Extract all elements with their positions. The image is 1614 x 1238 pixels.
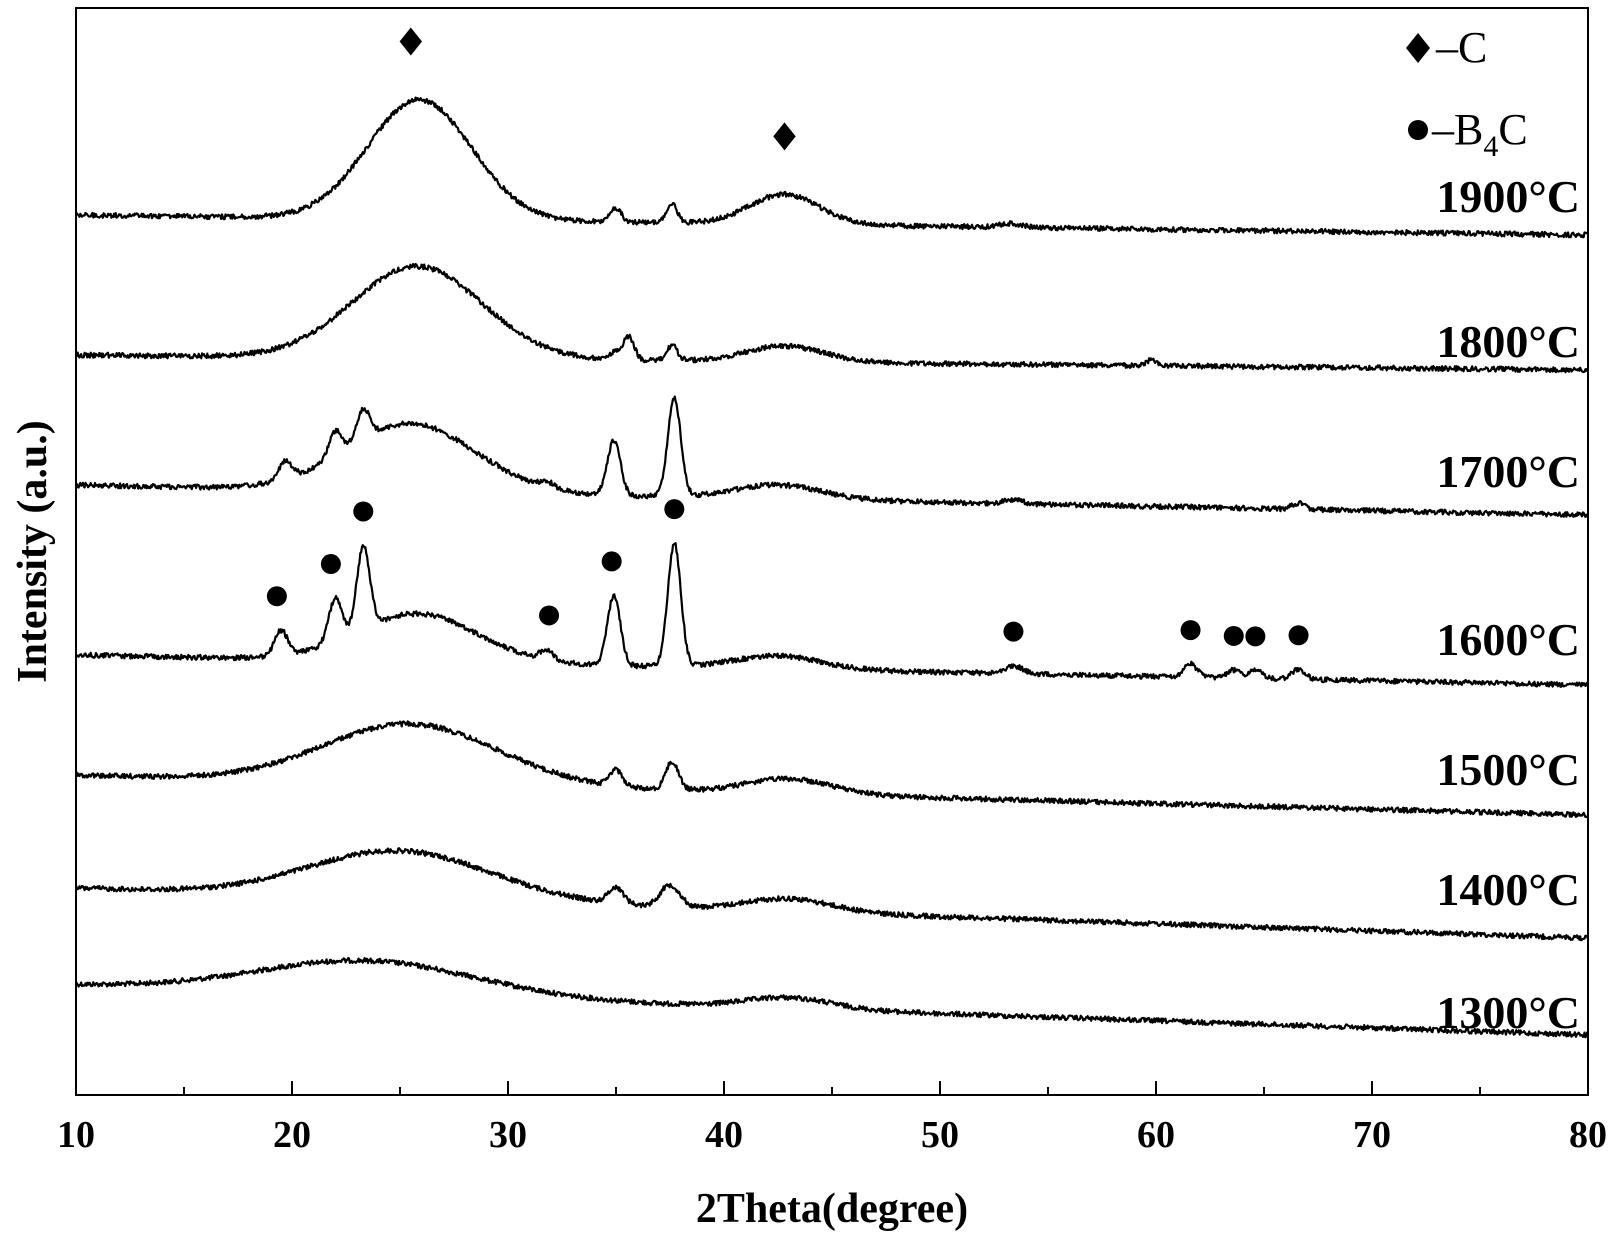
b4c-peak-marker	[320, 554, 341, 575]
b4c-peak-marker	[1003, 621, 1024, 642]
series-label: 1300°C	[1436, 987, 1580, 1038]
x-tick-label: 80	[1569, 1114, 1607, 1156]
x-tick-label: 10	[57, 1114, 95, 1156]
legend-label-c: –C	[1435, 23, 1487, 72]
b4c-peak-marker	[353, 501, 374, 522]
plot-frame	[75, 7, 1589, 1096]
x-tick-label: 60	[1137, 1114, 1175, 1156]
legend-label-b4c: –B4C	[1431, 105, 1528, 163]
series-label: 1600°C	[1436, 614, 1580, 665]
series-label: 1800°C	[1436, 316, 1580, 367]
carbon-peak-marker	[773, 122, 796, 151]
series-label: 1700°C	[1436, 446, 1580, 497]
chart-axes: 10 20 30 40 50 60 70 80 2Theta(degree) Intensity …	[10, 7, 1607, 1232]
series-line-1400°C	[74, 847, 1590, 942]
b4c-peak-marker	[1288, 625, 1309, 646]
chart-series-group	[74, 96, 1590, 1039]
carbon-peak-marker	[399, 27, 422, 56]
b4c-peak-marker	[539, 605, 560, 626]
series-line-1600°C	[74, 542, 1590, 688]
series-label: 1500°C	[1436, 744, 1580, 795]
x-tick-label: 50	[921, 1114, 959, 1156]
b4c-peak-marker	[664, 499, 685, 520]
x-tick-label: 70	[1353, 1114, 1391, 1156]
series-label: 1900°C	[1436, 171, 1580, 222]
x-tick-label: 30	[489, 1114, 527, 1156]
b4c-peak-marker	[266, 586, 287, 607]
y-axis-title: Intensity (a.u.)	[10, 420, 56, 683]
x-tick-label: 40	[705, 1114, 743, 1156]
legend-circle-icon	[1408, 120, 1428, 140]
legend-diamond-icon	[1406, 33, 1430, 63]
series-line-1800°C	[75, 262, 1589, 374]
b4c-peak-marker	[1223, 625, 1244, 646]
series-line-1500°C	[75, 720, 1589, 819]
b4c-peak-marker	[1245, 626, 1266, 647]
series-line-1700°C	[75, 395, 1589, 518]
chart-legend: –C –B4C	[1406, 23, 1528, 163]
x-tick-label: 20	[273, 1114, 311, 1156]
b4c-peak-marker	[1180, 620, 1201, 641]
series-labels-group: 1300°C 1400°C 1500°C 1600°C 1700°C 1800°C 1900…	[1436, 171, 1580, 1038]
peak-markers-group	[266, 27, 1309, 647]
series-line-1300°C	[75, 957, 1589, 1039]
x-axis-title: 2Theta(degree)	[696, 1186, 968, 1232]
b4c-peak-marker	[601, 551, 622, 572]
series-line-1900°C	[75, 96, 1589, 239]
series-label: 1400°C	[1436, 864, 1580, 915]
